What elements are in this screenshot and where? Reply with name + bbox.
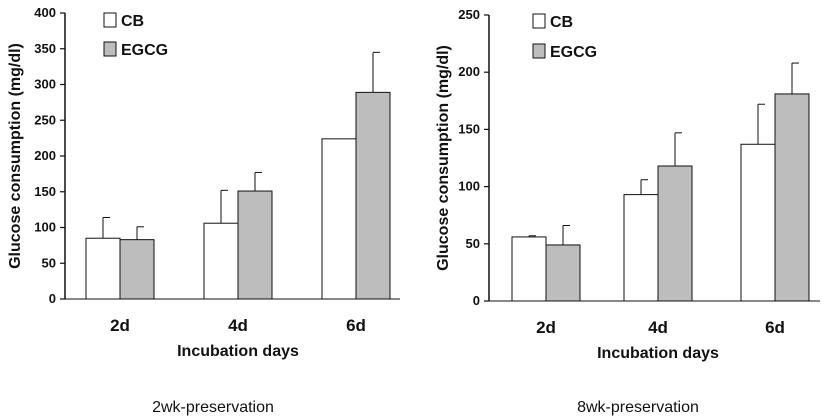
- chart-panel-2: 0 50 100 150 200 250 2d 4d 6d CB EGCG Glucose consu…: [435, 7, 820, 416]
- y-tick-label: 250: [458, 7, 480, 22]
- legend-swatch-egcg: [103, 41, 117, 57]
- legend-label-egcg: EGCG: [121, 42, 168, 59]
- bar-cb-2d: [511, 236, 547, 302]
- legend-swatch-egcg: [532, 43, 546, 59]
- y-tick-label: 200: [34, 148, 56, 163]
- y-tick-label: 350: [34, 41, 56, 56]
- bar-egcg-2d: [545, 244, 581, 302]
- x-axis-title: Incubation days: [597, 345, 719, 362]
- y-tick-label: 0: [49, 291, 56, 306]
- bar-cb-2d: [85, 237, 121, 300]
- y-tick-label: 100: [34, 220, 56, 235]
- bar-egcg-2d: [119, 239, 155, 300]
- x-category-label: 6d: [346, 316, 366, 335]
- y-tick-label: 150: [458, 121, 480, 136]
- bar-egcg-6d: [774, 93, 810, 302]
- y-tick-label: 50: [42, 255, 56, 270]
- x-category-label: 2d: [110, 316, 130, 335]
- legend-swatch-cb: [103, 12, 117, 28]
- bar-cb-4d: [203, 222, 239, 300]
- y-tick-label: 150: [34, 184, 56, 199]
- y-axis-title: Glucose consumption (mg/dl): [7, 43, 24, 269]
- bar-cb-6d: [740, 143, 776, 302]
- y-tick-label: 200: [458, 64, 480, 79]
- bar-egcg-4d: [237, 190, 273, 300]
- x-category-label: 2d: [536, 318, 556, 337]
- bar-cb-4d: [623, 194, 659, 302]
- y-tick-label: 50: [466, 236, 480, 251]
- bar-egcg-4d: [657, 165, 693, 302]
- bar-egcg-6d: [355, 91, 391, 300]
- y-axis-title: Glucose consumption (mg/dl): [435, 45, 452, 271]
- chart-panel-1: 0 50 100 150 200 250 300 350 400 2d 4d 6d CB EGCG Gluc…: [7, 5, 400, 416]
- legend-label-cb: CB: [121, 13, 144, 30]
- x-category-label: 4d: [648, 318, 668, 337]
- y-tick-label: 250: [34, 112, 56, 127]
- y-tick-label: 400: [34, 5, 56, 20]
- panel-caption: 8wk-preservation: [577, 399, 699, 416]
- bar-cb-6d: [321, 138, 357, 300]
- legend-swatch-cb: [532, 13, 546, 29]
- panel-caption: 2wk-preservation: [152, 399, 274, 416]
- y-tick-label: 300: [34, 77, 56, 92]
- x-category-label: 6d: [765, 318, 785, 337]
- legend-label-egcg: EGCG: [550, 44, 597, 61]
- y-tick-label: 0: [473, 293, 480, 308]
- legend-label-cb: CB: [550, 14, 573, 31]
- x-category-label: 4d: [228, 316, 248, 335]
- x-axis-title: Incubation days: [177, 343, 299, 360]
- y-tick-label: 100: [458, 179, 480, 194]
